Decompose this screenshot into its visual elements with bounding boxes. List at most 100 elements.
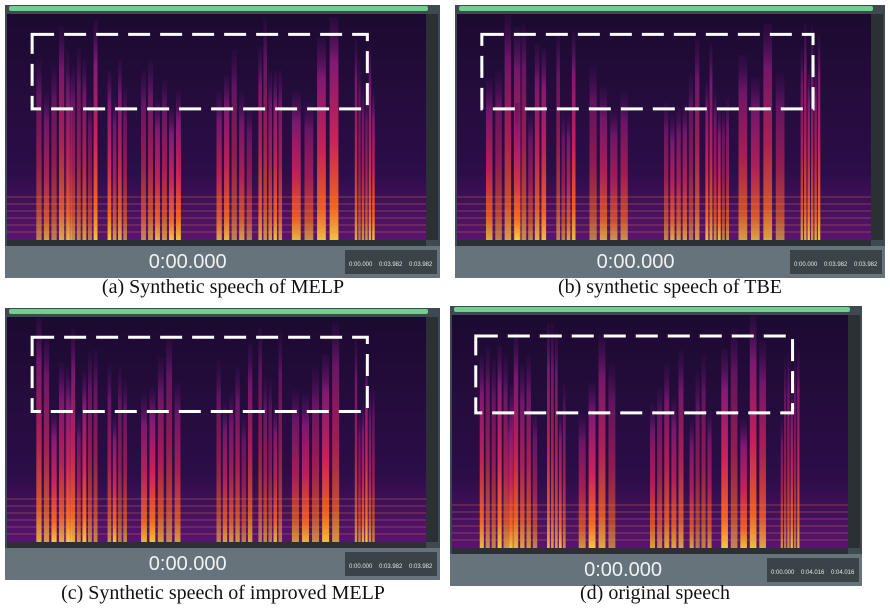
- energy-streak: [141, 70, 146, 240]
- energy-streak: [263, 377, 267, 542]
- energy-streak: [82, 59, 86, 240]
- energy-streak: [113, 416, 117, 542]
- energy-streak: [664, 365, 669, 548]
- energy-streak: [66, 367, 70, 542]
- caption: (c) Synthetic speech of improved MELP: [61, 582, 385, 604]
- energy-streak: [555, 329, 558, 548]
- energy-streak: [818, 36, 820, 240]
- energy-streak: [304, 102, 313, 240]
- energy-streak: [372, 386, 374, 542]
- energy-streak: [268, 379, 272, 542]
- energy-streak: [51, 64, 56, 240]
- scroll-bar: [9, 6, 428, 11]
- energy-streak: [279, 332, 283, 542]
- energy-streak: [572, 31, 576, 240]
- frequency-axis: [426, 14, 438, 240]
- energy-streak: [528, 113, 533, 240]
- energy-streak: [759, 341, 766, 548]
- energy-streak: [567, 114, 571, 240]
- spectrogram-panel: 0:00.0000:00.0000:03.9820:03.982: [5, 308, 440, 580]
- time-ruler: [457, 240, 871, 246]
- energy-streak: [610, 109, 617, 240]
- energy-streak: [814, 65, 816, 240]
- energy-streak: [94, 20, 98, 240]
- energy-streak: [263, 19, 267, 240]
- energy-streak: [808, 69, 810, 240]
- selection-value: 0:00.000: [349, 262, 373, 268]
- energy-streak: [599, 334, 606, 548]
- energy-streak: [563, 384, 566, 548]
- energy-streak: [696, 372, 700, 548]
- energy-streak: [148, 60, 153, 240]
- energy-streak: [781, 418, 783, 548]
- selection-value: 0:03.982: [854, 262, 878, 268]
- energy-streak: [559, 411, 562, 548]
- energy-streak: [533, 411, 537, 548]
- energy-streak: [551, 323, 554, 548]
- energy-streak: [731, 328, 738, 548]
- energy-streak: [707, 411, 711, 548]
- time-display: 0:00.000: [149, 251, 227, 273]
- energy-streak: [82, 371, 86, 542]
- time-ruler: [452, 548, 848, 554]
- energy-streak: [108, 71, 112, 240]
- energy-streak: [514, 333, 518, 548]
- energy-streak: [740, 420, 747, 548]
- selection-value: 0:03.982: [409, 262, 433, 268]
- scroll-bar: [459, 6, 873, 11]
- energy-streak: [664, 102, 668, 240]
- energy-streak: [36, 318, 41, 542]
- selection-value: 0:03.982: [379, 564, 403, 570]
- energy-streak: [804, 24, 806, 240]
- energy-streak: [722, 107, 725, 240]
- energy-streak: [36, 59, 41, 240]
- time-display: 0:00.000: [584, 559, 662, 581]
- energy-streak: [362, 83, 364, 240]
- selection-value: 0:03.982: [379, 262, 403, 268]
- energy-streak: [242, 415, 246, 542]
- caption: (d) original speech: [580, 582, 730, 604]
- spectrogram-panel: 0:00.000 0:00.000 0:03.982 0:03.982: [5, 5, 440, 278]
- energy-streak: [155, 100, 160, 240]
- energy-streak: [71, 65, 75, 240]
- energy-streak: [358, 59, 360, 240]
- energy-streak: [358, 410, 360, 542]
- energy-streak: [44, 334, 49, 542]
- energy-streak: [268, 71, 272, 240]
- selection-value: 0:04.016: [801, 570, 825, 576]
- energy-streak: [169, 108, 174, 240]
- time-display: 0:00.000: [149, 553, 227, 575]
- energy-streak: [705, 81, 708, 240]
- energy-streak: [59, 26, 64, 240]
- energy-streak: [258, 327, 262, 542]
- energy-streak: [505, 15, 512, 240]
- energy-streak: [51, 411, 56, 542]
- energy-streak: [589, 383, 596, 548]
- time-ruler: [7, 240, 426, 246]
- selection-value: 0:00.000: [794, 262, 818, 268]
- energy-streak: [683, 105, 687, 240]
- energy-streak: [247, 107, 252, 240]
- energy-streak: [608, 363, 615, 548]
- time-ruler: [7, 542, 426, 548]
- frequency-axis: [426, 317, 438, 542]
- energy-streak: [217, 361, 221, 542]
- energy-streak: [166, 334, 172, 542]
- selection-value: 0:03.982: [409, 564, 433, 570]
- energy-streak: [355, 40, 357, 240]
- energy-streak: [123, 379, 127, 542]
- energy-streak: [71, 329, 75, 542]
- energy-streak: [175, 383, 181, 542]
- energy-streak: [515, 103, 520, 240]
- energy-streak: [158, 358, 164, 542]
- energy-streak: [579, 415, 586, 548]
- caption: (b) synthetic speech of TBE: [558, 276, 782, 298]
- energy-streak: [273, 405, 277, 542]
- energy-streak: [547, 323, 550, 548]
- selection-value: 0:03.982: [824, 262, 848, 268]
- frequency-axis: [848, 315, 860, 548]
- energy-streak: [330, 17, 339, 240]
- energy-streak: [751, 77, 760, 240]
- spectrogram-panel: 0:00.0000:00.0000:04.0160:04.016: [450, 306, 862, 586]
